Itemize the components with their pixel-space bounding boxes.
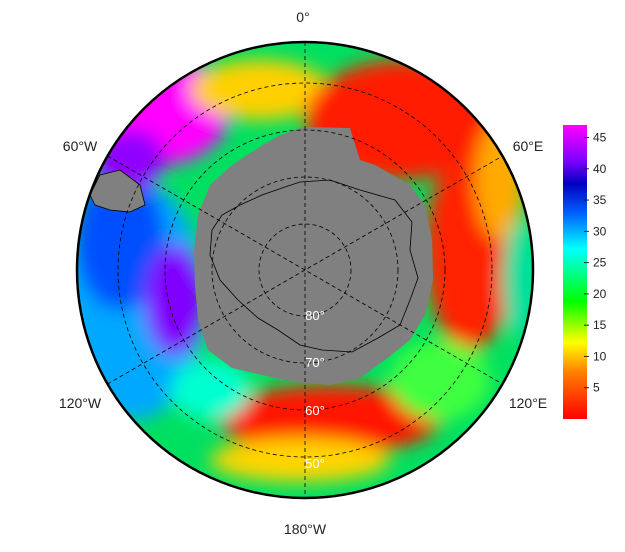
colorbar-gradient	[563, 125, 587, 419]
colorbar-tick-label-25: 25	[593, 256, 607, 270]
colorbar-tick-label-15: 15	[593, 318, 607, 332]
lat-label-80: 80°	[305, 308, 325, 323]
colorbar-tick-label-40: 40	[593, 162, 607, 176]
lon-label-120w: 120°W	[59, 395, 102, 411]
antarctica-landmass	[194, 127, 433, 385]
lon-label-60e: 60°E	[513, 138, 544, 154]
colorbar-tick-label-35: 35	[593, 193, 607, 207]
antarctica-coastline	[209, 179, 419, 353]
colorbar-tick-label-30: 30	[593, 224, 607, 238]
lon-label-60w: 60°W	[63, 138, 98, 154]
lat-label-60: 60°	[305, 403, 325, 418]
map-border	[75, 40, 535, 500]
colorbar-ticks: 5 10 15 20 25 30 35 40 45	[584, 131, 607, 395]
graticule	[107, 42, 503, 498]
lat-label-50: 50°	[305, 456, 325, 471]
south-america-tip	[89, 169, 146, 213]
colorbar-tick-label-10: 10	[593, 349, 607, 363]
lon-label-120e: 120°E	[509, 395, 547, 411]
colorbar-tick-label-5: 5	[593, 381, 600, 395]
colorbar-tick-label-20: 20	[593, 287, 607, 301]
colorbar: 5 10 15 20 25 30 35 40 45	[563, 125, 607, 419]
lon-label-0: 0°	[296, 9, 309, 25]
lat-label-70: 70°	[305, 355, 325, 370]
lon-label-180w: 180°W	[284, 521, 327, 537]
colorbar-tick-label-45: 45	[593, 131, 607, 145]
